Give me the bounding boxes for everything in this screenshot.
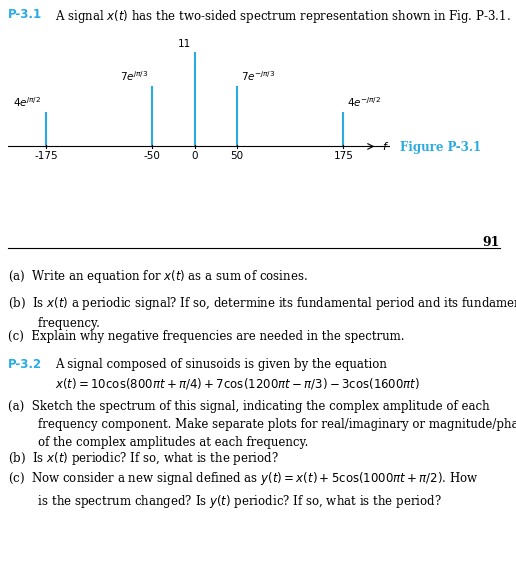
Text: $x(t) = 10\cos(800\pi t + \pi/4) + 7\cos(1200\pi t - \pi/3) - 3\cos(1600\pi t)$: $x(t) = 10\cos(800\pi t + \pi/4) + 7\cos…: [55, 376, 420, 391]
Text: $7e^{j\pi/3}$: $7e^{j\pi/3}$: [120, 69, 148, 83]
Text: $4e^{-j\pi/2}$: $4e^{-j\pi/2}$: [347, 96, 381, 109]
Text: (a)  Sketch the spectrum of this signal, indicating the complex amplitude of eac: (a) Sketch the spectrum of this signal, …: [8, 400, 516, 449]
Text: $7e^{-j\pi/3}$: $7e^{-j\pi/3}$: [241, 69, 276, 83]
Text: 175: 175: [333, 151, 353, 161]
Text: 11: 11: [178, 39, 190, 49]
Text: $f$: $f$: [381, 141, 389, 152]
Text: (b)  Is $x(t)$ a periodic signal? If so, determine its fundamental period and it: (b) Is $x(t)$ a periodic signal? If so, …: [8, 295, 516, 330]
Text: -50: -50: [144, 151, 161, 161]
Text: P-3.1: P-3.1: [8, 8, 42, 21]
Text: (c)  Explain why negative frequencies are needed in the spectrum.: (c) Explain why negative frequencies are…: [8, 330, 405, 343]
Text: -175: -175: [35, 151, 58, 161]
Text: Figure P-3.1: Figure P-3.1: [400, 141, 481, 155]
Text: P-3.2: P-3.2: [8, 358, 42, 371]
Text: 91: 91: [482, 236, 500, 249]
Text: $4e^{j\pi/2}$: $4e^{j\pi/2}$: [13, 96, 41, 109]
Text: A signal composed of sinusoids is given by the equation: A signal composed of sinusoids is given …: [55, 358, 387, 371]
Text: (a)  Write an equation for $x(t)$ as a sum of cosines.: (a) Write an equation for $x(t)$ as a su…: [8, 268, 308, 285]
Text: 0: 0: [191, 151, 198, 161]
Text: A signal $x(t)$ has the two-sided spectrum representation shown in Fig. P-3.1.: A signal $x(t)$ has the two-sided spectr…: [55, 8, 511, 25]
Text: 50: 50: [231, 151, 244, 161]
Text: (b)  Is $x(t)$ periodic? If so, what is the period?: (b) Is $x(t)$ periodic? If so, what is t…: [8, 450, 279, 467]
Text: (c)  Now consider a new signal defined as $y(t) = x(t) + 5\cos(1000\pi t + \pi/2: (c) Now consider a new signal defined as…: [8, 470, 478, 510]
